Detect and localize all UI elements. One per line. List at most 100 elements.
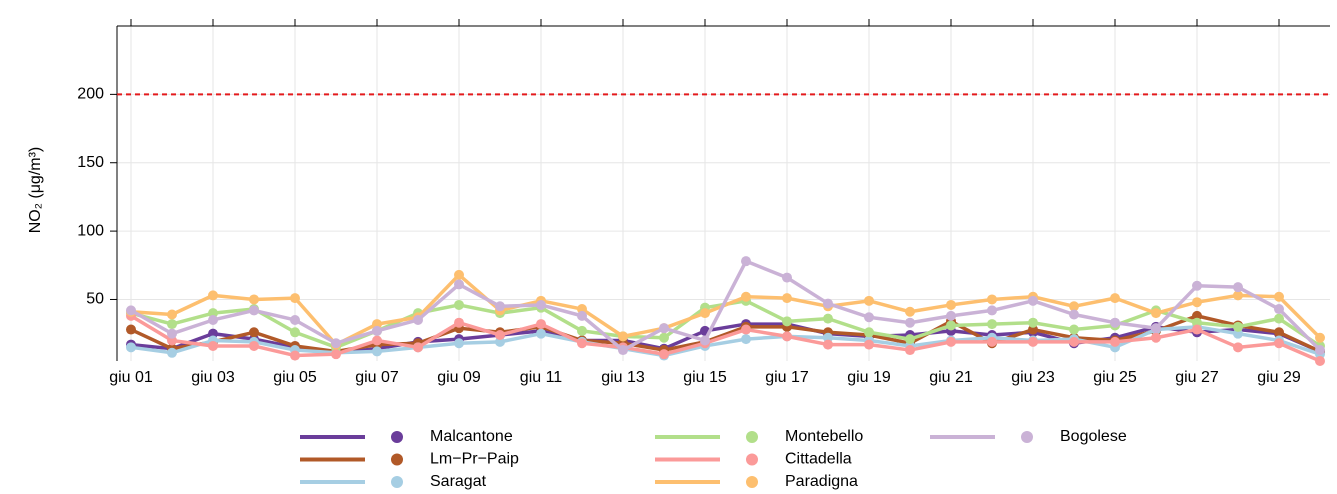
y-tick-label: 100	[77, 222, 104, 239]
series-point	[823, 339, 833, 350]
series-point	[659, 349, 669, 360]
series-point	[413, 314, 423, 325]
series-point	[905, 345, 915, 356]
series-point	[946, 310, 956, 321]
legend-label: Paradigna	[785, 473, 858, 490]
series-point	[249, 294, 259, 305]
series-point	[372, 346, 382, 357]
x-tick-label: giu 11	[520, 369, 563, 386]
y-tick-label: 50	[86, 291, 104, 308]
series-point	[454, 338, 464, 349]
series-point	[987, 319, 997, 330]
series-line	[130, 259, 1322, 352]
series-point	[290, 293, 300, 304]
series-point	[1233, 342, 1243, 353]
x-tick-label: giu 15	[683, 369, 727, 386]
legend-point	[746, 431, 758, 443]
series-point	[167, 319, 177, 330]
legend-label: Malcantone	[430, 428, 513, 445]
series-point	[864, 312, 874, 323]
series-point	[454, 317, 464, 328]
series-point	[1151, 323, 1161, 334]
x-tick-label: giu 23	[1011, 369, 1055, 386]
x-tick-label: giu 07	[355, 369, 399, 386]
series-point	[249, 305, 259, 316]
series-line	[130, 325, 1321, 358]
series-point	[1192, 324, 1202, 335]
series-point	[1028, 295, 1038, 306]
x-tick-label: giu 29	[1257, 369, 1301, 386]
series-point	[1274, 291, 1284, 302]
series-point	[1192, 297, 1202, 308]
x-tick-label: giu 05	[273, 369, 317, 386]
series-point	[1192, 310, 1202, 321]
series-point	[208, 328, 218, 339]
series-point	[987, 305, 997, 316]
series-point	[577, 325, 587, 336]
series-point	[1151, 308, 1161, 319]
series-point	[782, 272, 792, 283]
series-point	[946, 299, 956, 310]
legend-point	[391, 453, 403, 466]
series-point	[905, 317, 915, 328]
series-point	[741, 334, 751, 345]
series-point	[167, 347, 177, 358]
series-point	[126, 305, 136, 316]
series-point	[1274, 327, 1284, 338]
series-line	[130, 273, 1322, 347]
series-point	[372, 335, 382, 346]
series-point	[987, 294, 997, 305]
x-tick-label: giu 25	[1093, 369, 1137, 386]
y-tick-label: 150	[77, 154, 104, 171]
series-point	[1069, 301, 1079, 312]
legend-label: Montebello	[785, 428, 863, 445]
x-tick-label: giu 13	[601, 369, 645, 386]
series-point	[1069, 309, 1079, 320]
series-point	[167, 335, 177, 346]
legend-point	[746, 453, 758, 466]
series-point	[454, 279, 464, 290]
series-point	[1028, 317, 1038, 328]
series-point	[331, 338, 341, 349]
series-point	[454, 269, 464, 280]
series-point	[782, 293, 792, 304]
x-tick-label: giu 19	[847, 369, 891, 386]
legend-point	[746, 476, 758, 488]
series-point	[700, 335, 710, 346]
series-point	[1028, 336, 1038, 347]
series-point	[372, 319, 382, 330]
series-point	[823, 298, 833, 309]
series-point	[536, 328, 546, 339]
legend-point	[391, 476, 403, 488]
series-point	[167, 309, 177, 320]
series-point	[782, 331, 792, 342]
series-point	[290, 314, 300, 325]
x-tick-label: giu 01	[109, 369, 153, 386]
series-point	[1274, 313, 1284, 324]
series-point	[1315, 356, 1325, 366]
series-point	[1233, 328, 1243, 339]
series-point	[413, 342, 423, 353]
series-point	[659, 332, 669, 343]
series-point	[167, 328, 177, 339]
series-point	[741, 291, 751, 302]
series-point	[249, 327, 259, 338]
series-point	[823, 313, 833, 324]
series-point	[1233, 282, 1243, 293]
legend-point	[391, 431, 403, 443]
series-point	[249, 340, 259, 351]
series-point	[372, 325, 382, 336]
series-point	[905, 306, 915, 317]
legend-label: Bogolese	[1060, 428, 1127, 445]
series-point	[1233, 290, 1243, 301]
series-point	[618, 345, 628, 356]
series-point	[782, 316, 792, 327]
legend-point	[1021, 431, 1033, 443]
series-point	[290, 327, 300, 338]
series-point	[126, 342, 136, 353]
series-point	[987, 336, 997, 347]
legend-label: Lm−Pr−Paip	[430, 451, 519, 468]
series-point	[1110, 317, 1120, 328]
series-point	[823, 332, 833, 343]
